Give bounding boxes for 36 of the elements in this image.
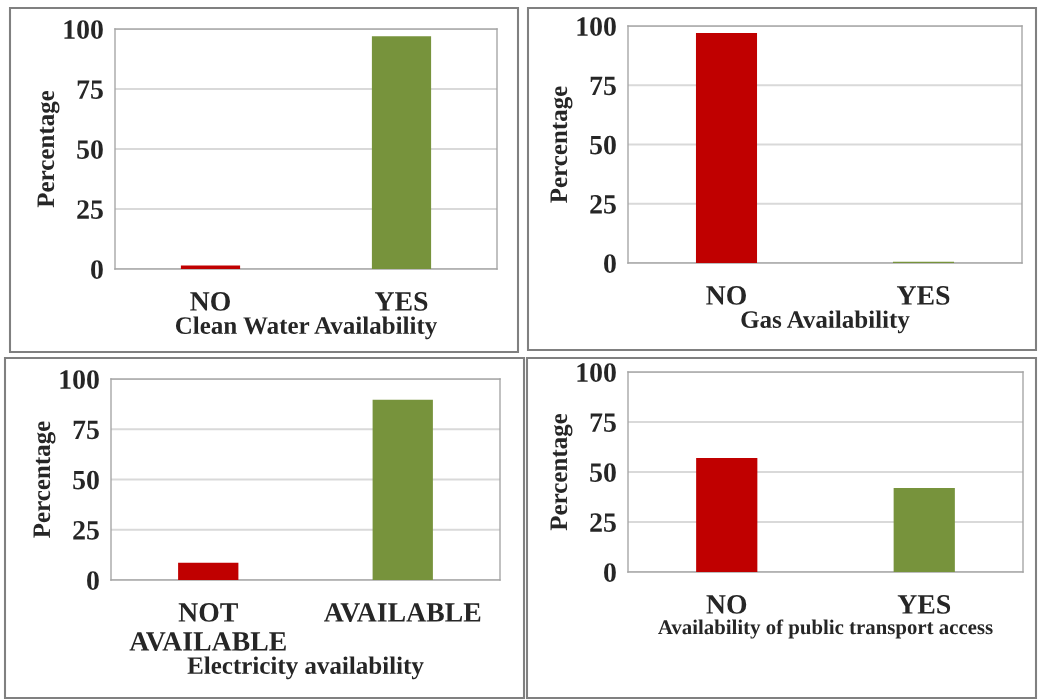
y-tick-label: 50 <box>590 135 616 155</box>
y-tick-label: 100 <box>60 370 99 389</box>
y-axis-title: Percentage <box>33 421 56 538</box>
y-tick-label: 50 <box>73 470 99 490</box>
x-axis-title: Gas Availability <box>741 310 910 334</box>
y-tick-label: 0 <box>604 254 616 273</box>
x-axis-title: Availability of public transport access <box>658 619 993 639</box>
y-tick-label: 50 <box>77 140 103 159</box>
y-tick-label: 50 <box>590 463 616 482</box>
x-tick-label: YES <box>897 595 951 614</box>
y-tick-label: 75 <box>590 76 616 96</box>
x-tick-label: NO <box>706 286 746 305</box>
y-tick-label: 0 <box>604 563 616 582</box>
x-tick-label: YES <box>896 286 950 305</box>
y-tick-label: 75 <box>77 80 103 99</box>
x-tick-label: NO <box>706 595 747 614</box>
x-tick-label: NOT AVAILABLE <box>129 603 286 651</box>
y-tick-label: 75 <box>590 413 616 432</box>
y-tick-label: 0 <box>87 571 99 590</box>
x-tick-label: YES <box>374 292 428 311</box>
x-axis-title: Electricity availability <box>187 656 424 680</box>
y-tick-label: 25 <box>590 513 616 532</box>
y-tick-label: 25 <box>590 194 616 214</box>
y-tick-label: 75 <box>73 420 99 440</box>
x-tick-label: NO <box>190 292 230 311</box>
x-tick-label: AVAILABLE <box>324 603 481 622</box>
y-tick-label: 25 <box>73 520 99 540</box>
y-axis-title: Percentage <box>550 413 573 531</box>
y-tick-label: 100 <box>577 363 616 382</box>
x-axis-title: Clean Water Availability <box>175 316 438 340</box>
y-tick-label: 100 <box>577 17 616 36</box>
y-tick-label: 100 <box>64 20 103 39</box>
y-tick-label: 0 <box>91 260 103 279</box>
y-axis-title: Percentage <box>37 90 60 208</box>
y-axis-title: Percentage <box>550 86 573 203</box>
y-tick-label: 25 <box>77 200 103 219</box>
